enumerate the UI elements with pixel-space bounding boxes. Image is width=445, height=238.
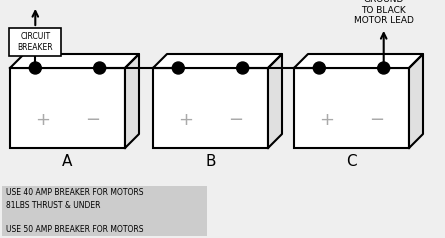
- Text: −: −: [228, 111, 243, 129]
- Circle shape: [378, 62, 390, 74]
- Polygon shape: [125, 54, 139, 148]
- Circle shape: [29, 62, 41, 74]
- Text: 36V
TO RED
MOTOR LEAD: 36V TO RED MOTOR LEAD: [5, 0, 65, 2]
- Circle shape: [172, 62, 184, 74]
- Bar: [294, 68, 409, 148]
- Text: +: +: [319, 111, 334, 129]
- Text: A: A: [62, 154, 73, 169]
- Polygon shape: [153, 54, 282, 68]
- Text: −: −: [85, 111, 101, 129]
- Text: +: +: [35, 111, 50, 129]
- Bar: [153, 68, 268, 148]
- Text: B: B: [205, 154, 216, 169]
- Bar: [10, 68, 125, 148]
- Text: +: +: [178, 111, 193, 129]
- Circle shape: [313, 62, 325, 74]
- Bar: [9, 28, 61, 56]
- Polygon shape: [268, 54, 282, 148]
- Circle shape: [94, 62, 106, 74]
- Polygon shape: [294, 54, 423, 68]
- Text: C: C: [346, 154, 357, 169]
- Text: CIRCUIT
BREAKER: CIRCUIT BREAKER: [17, 32, 53, 52]
- Text: USE 40 AMP BREAKER FOR MOTORS
81LBS THRUST & UNDER

USE 50 AMP BREAKER FOR MOTOR: USE 40 AMP BREAKER FOR MOTORS 81LBS THRU…: [6, 188, 143, 238]
- Polygon shape: [10, 54, 139, 68]
- Text: −: −: [369, 111, 384, 129]
- Polygon shape: [409, 54, 423, 148]
- Circle shape: [237, 62, 249, 74]
- Bar: [2, 186, 207, 236]
- Text: GROUND
TO BLACK
MOTOR LEAD: GROUND TO BLACK MOTOR LEAD: [354, 0, 414, 25]
